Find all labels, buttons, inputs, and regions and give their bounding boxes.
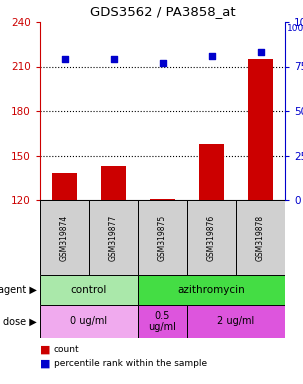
Text: 2 ug/ml: 2 ug/ml (217, 316, 255, 326)
Bar (89, 200, 138, 275)
Bar (187, 305, 285, 338)
Text: 0.5
ug/ml: 0.5 ug/ml (148, 311, 176, 332)
Bar (199, 144, 224, 200)
Bar (40, 275, 138, 305)
Point (111, 56, 116, 63)
Text: GSM319876: GSM319876 (207, 214, 216, 261)
Bar (138, 200, 187, 275)
Point (160, 60, 165, 66)
Bar (52, 173, 77, 200)
Point (209, 53, 214, 59)
Bar (236, 200, 285, 275)
Text: agent ▶: agent ▶ (0, 285, 37, 295)
Text: azithromycin: azithromycin (178, 285, 245, 295)
Point (258, 49, 263, 55)
Bar (138, 305, 187, 338)
Point (62, 56, 67, 63)
Text: ■: ■ (40, 345, 51, 355)
Bar (40, 200, 89, 275)
Text: percentile rank within the sample: percentile rank within the sample (54, 359, 207, 369)
Bar (138, 275, 285, 305)
Text: GSM319877: GSM319877 (109, 214, 118, 261)
Bar (40, 305, 138, 338)
Text: GSM319878: GSM319878 (256, 214, 265, 261)
Text: GSM319875: GSM319875 (158, 214, 167, 261)
Text: ■: ■ (40, 359, 51, 369)
Bar (248, 59, 273, 200)
Title: GDS3562 / PA3858_at: GDS3562 / PA3858_at (90, 5, 235, 18)
Text: control: control (71, 285, 107, 295)
Text: 100%: 100% (287, 24, 303, 33)
Bar (187, 200, 236, 275)
Text: 0 ug/ml: 0 ug/ml (70, 316, 108, 326)
Text: dose ▶: dose ▶ (3, 316, 37, 326)
Text: count: count (54, 346, 80, 354)
Text: GSM319874: GSM319874 (60, 214, 69, 261)
Bar (101, 166, 126, 200)
Bar (150, 199, 175, 200)
